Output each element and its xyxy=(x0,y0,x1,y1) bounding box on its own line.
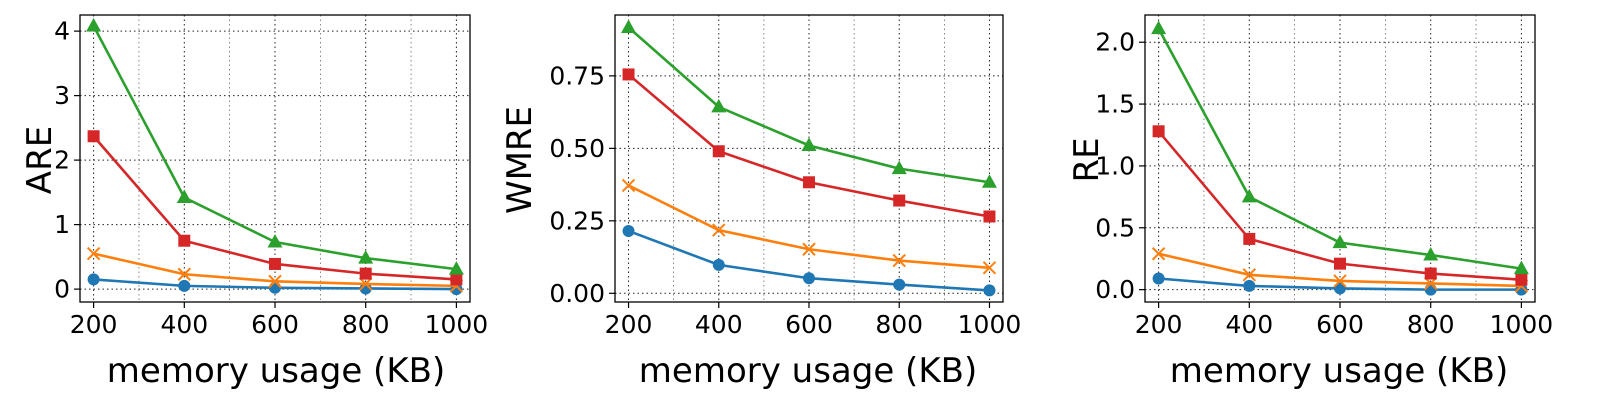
x-tick-label: 1000 xyxy=(1490,310,1554,339)
y-tick-label: 4 xyxy=(54,17,70,46)
data-point xyxy=(267,234,283,248)
data-point xyxy=(1515,273,1528,286)
data-point xyxy=(802,242,816,256)
data-point xyxy=(982,261,997,275)
data-point xyxy=(448,261,464,275)
data-point xyxy=(1424,267,1437,280)
x-tick-label: 200 xyxy=(70,310,118,339)
x-tick-label: 400 xyxy=(160,310,208,339)
plot-frame xyxy=(614,14,1004,303)
data-point xyxy=(891,160,907,175)
data-point xyxy=(1242,268,1257,282)
data-point xyxy=(712,223,726,237)
data-point xyxy=(1332,234,1348,249)
data-point xyxy=(1423,246,1439,261)
data-point xyxy=(87,130,100,143)
data-point xyxy=(712,145,725,158)
x-tick-label: 200 xyxy=(1135,310,1183,339)
data-point xyxy=(621,19,637,33)
data-point xyxy=(178,234,191,247)
data-point xyxy=(86,17,102,32)
data-point xyxy=(621,178,636,193)
data-point xyxy=(981,174,997,188)
y-tick-label: 1 xyxy=(54,210,70,239)
plot-frame xyxy=(1144,14,1536,303)
x-tick-label: 1000 xyxy=(958,310,1022,339)
y-tick-label: 0 xyxy=(54,275,70,304)
data-point xyxy=(176,189,192,204)
data-point xyxy=(1243,279,1256,292)
data-point xyxy=(1151,20,1167,35)
data-point xyxy=(178,279,191,292)
data-point xyxy=(893,278,906,291)
x-tick-label: 200 xyxy=(605,310,653,339)
data-point xyxy=(801,137,817,151)
y-tick-label: 0.50 xyxy=(549,134,605,163)
data-point xyxy=(359,282,372,295)
y-tick-label: 0.5 xyxy=(1095,213,1135,242)
data-point xyxy=(622,224,635,237)
data-point xyxy=(1424,283,1437,296)
data-point xyxy=(1333,274,1347,288)
data-point xyxy=(1334,282,1346,295)
data-point xyxy=(177,267,192,281)
data-point xyxy=(803,176,815,189)
x-tick-label: 800 xyxy=(342,310,390,339)
data-point xyxy=(622,68,635,81)
y-axis-label: RE xyxy=(1067,137,1107,182)
data-point xyxy=(983,284,996,297)
x-tick-label: 400 xyxy=(1225,310,1273,339)
panel-are: ARE memory usage (KB) 200 400 600 800 1000 0 1… xyxy=(20,14,489,391)
data-point xyxy=(1152,272,1165,285)
data-point xyxy=(358,250,374,264)
x-tick-label: 800 xyxy=(1407,310,1455,339)
plot-frame xyxy=(79,14,471,303)
data-point xyxy=(893,194,906,207)
data-point xyxy=(1334,257,1346,270)
data-point xyxy=(358,277,373,291)
y-axis-label: ARE xyxy=(20,126,60,194)
y-tick-label: 1.0 xyxy=(1095,151,1135,180)
data-point xyxy=(269,281,281,294)
data-point xyxy=(1243,232,1256,245)
data-point xyxy=(359,267,372,280)
data-point xyxy=(450,273,463,286)
data-point xyxy=(712,258,725,271)
data-point xyxy=(711,98,727,113)
data-point xyxy=(1151,247,1166,261)
data-point xyxy=(1513,260,1529,275)
y-axis-label: WMRE xyxy=(500,106,540,214)
data-point xyxy=(269,257,281,270)
series-line xyxy=(92,25,457,271)
x-tick-label: 400 xyxy=(695,310,743,339)
y-tick-label: 2 xyxy=(54,146,70,175)
y-tick-label: 0.25 xyxy=(549,206,605,235)
data-point xyxy=(1241,188,1257,203)
x-axis-label: memory usage (KB) xyxy=(639,351,977,391)
panel-re: RE memory usage (KB) 200 400 600 800 1000 0.0… xyxy=(1067,14,1554,391)
y-tick-label: 1.5 xyxy=(1095,90,1135,119)
x-axis-label: memory usage (KB) xyxy=(1170,351,1508,391)
data-point xyxy=(803,272,815,285)
y-tick-label: 0.75 xyxy=(549,61,605,90)
x-tick-label: 600 xyxy=(785,310,833,339)
y-tick-label: 0.00 xyxy=(549,279,605,308)
data-point xyxy=(87,273,100,286)
y-tick-label: 3 xyxy=(54,81,70,110)
x-tick-label: 600 xyxy=(1316,310,1364,339)
y-tick-label: 2.0 xyxy=(1095,28,1135,57)
x-tick-label: 600 xyxy=(251,310,299,339)
x-axis-label: memory usage (KB) xyxy=(107,351,445,391)
data-point xyxy=(268,274,282,289)
data-point xyxy=(1152,125,1165,138)
x-tick-label: 800 xyxy=(875,310,923,339)
x-tick-label: 1000 xyxy=(425,310,489,339)
y-tick-label: 0.0 xyxy=(1095,275,1135,304)
data-point xyxy=(86,246,101,261)
data-point xyxy=(983,210,996,223)
series-line xyxy=(1157,130,1522,282)
data-point xyxy=(892,253,906,268)
panel-wmre: WMRE memory usage (KB) 200 400 600 800 1000 0… xyxy=(500,14,1022,391)
